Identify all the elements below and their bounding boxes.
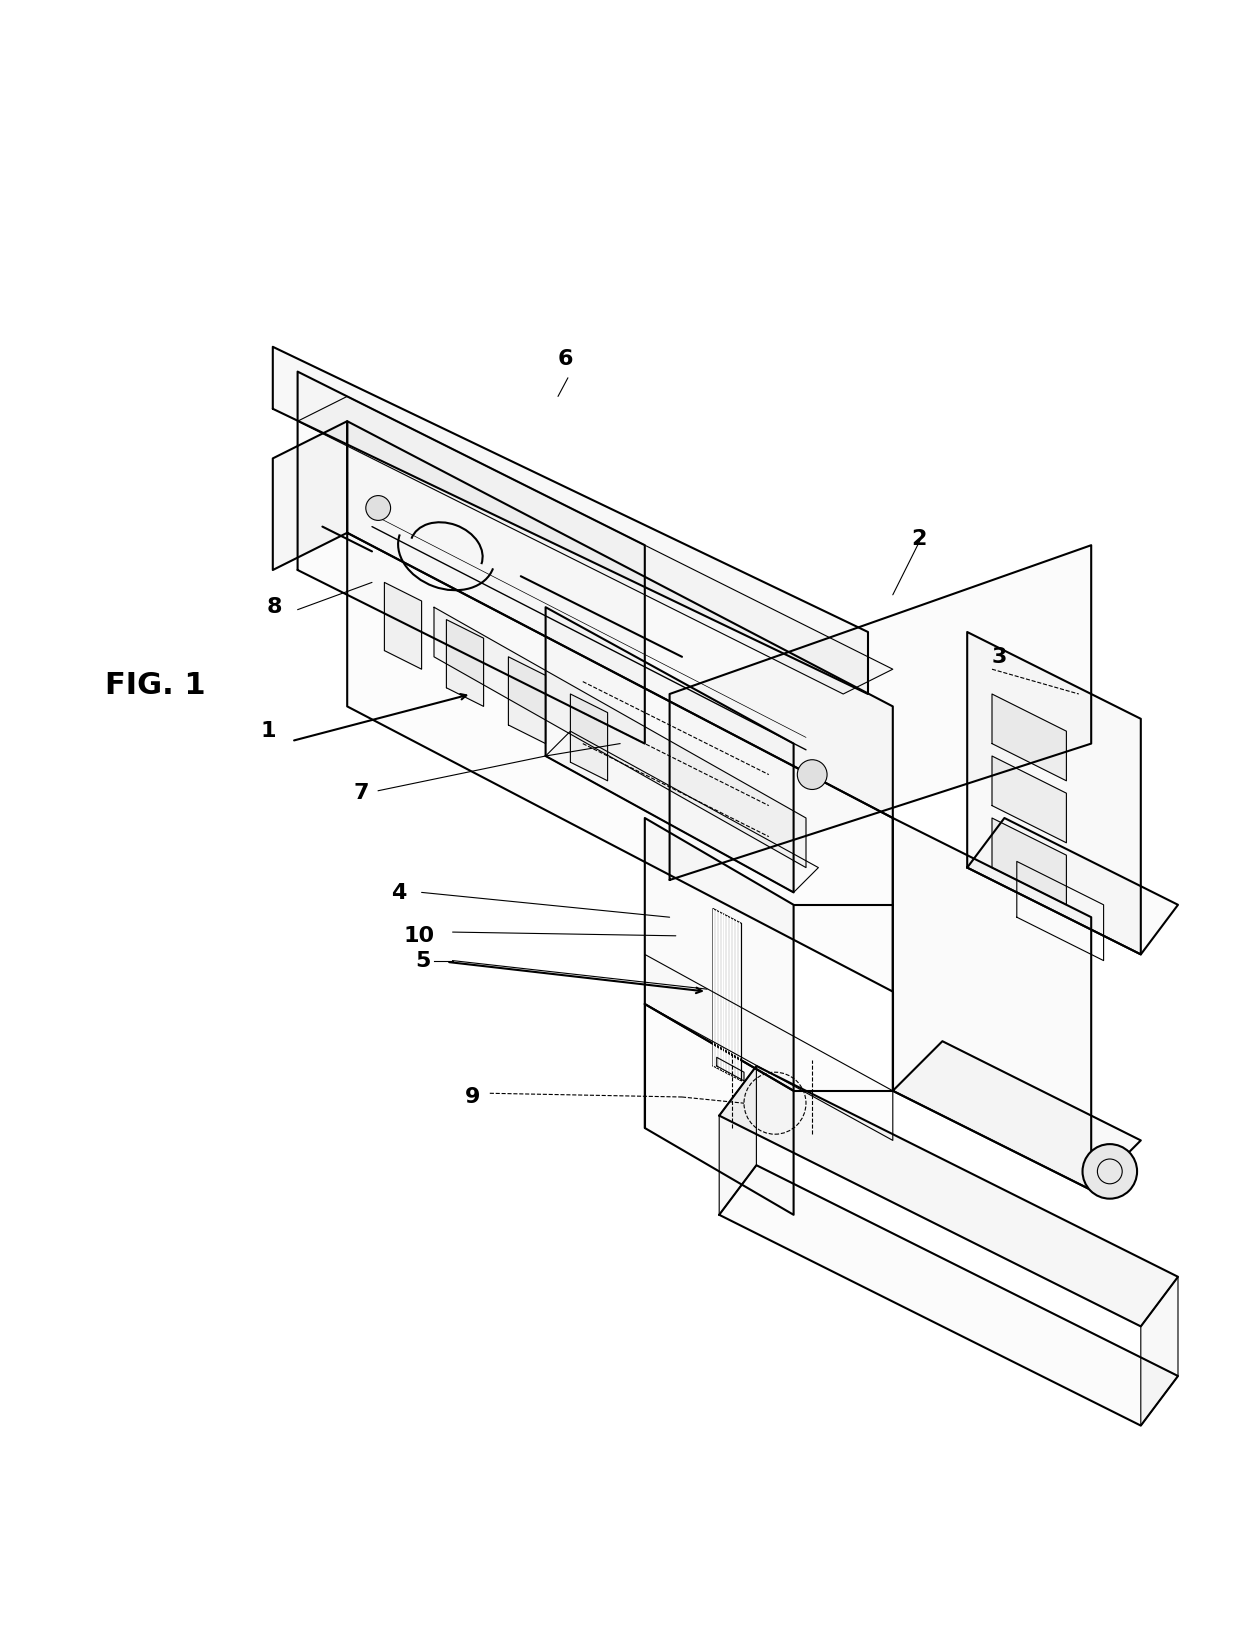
Text: 5: 5: [415, 951, 430, 970]
Polygon shape: [446, 620, 484, 707]
Polygon shape: [670, 545, 1091, 880]
Polygon shape: [1141, 1276, 1178, 1425]
Text: 1: 1: [260, 721, 275, 741]
Circle shape: [1083, 1144, 1137, 1199]
Polygon shape: [719, 1067, 756, 1216]
Polygon shape: [298, 371, 645, 744]
Text: 3: 3: [992, 646, 1007, 667]
Polygon shape: [992, 694, 1066, 780]
Polygon shape: [546, 607, 794, 892]
Polygon shape: [508, 656, 546, 744]
Polygon shape: [967, 818, 1178, 954]
Polygon shape: [273, 420, 347, 569]
Polygon shape: [546, 731, 818, 892]
Polygon shape: [713, 908, 742, 1081]
Polygon shape: [992, 756, 1066, 843]
Circle shape: [797, 759, 827, 790]
Polygon shape: [719, 1067, 1178, 1327]
Polygon shape: [347, 533, 893, 991]
Text: 4: 4: [391, 882, 405, 903]
Polygon shape: [893, 1040, 1141, 1189]
Text: 7: 7: [353, 784, 370, 803]
Text: 10: 10: [403, 926, 434, 946]
Polygon shape: [645, 954, 893, 1140]
Polygon shape: [893, 818, 1091, 1189]
Polygon shape: [570, 694, 608, 780]
Polygon shape: [298, 396, 893, 694]
Circle shape: [366, 496, 391, 520]
Text: 6: 6: [558, 350, 573, 370]
Text: 9: 9: [465, 1088, 480, 1108]
Text: 8: 8: [267, 597, 283, 617]
Polygon shape: [967, 631, 1141, 954]
Polygon shape: [719, 1165, 1178, 1425]
Polygon shape: [717, 1057, 744, 1081]
Polygon shape: [347, 420, 893, 818]
Polygon shape: [992, 818, 1066, 905]
Polygon shape: [645, 818, 794, 1091]
Text: 2: 2: [911, 528, 926, 550]
Polygon shape: [434, 607, 806, 867]
Polygon shape: [645, 1005, 794, 1216]
Polygon shape: [384, 582, 422, 669]
Text: FIG. 1: FIG. 1: [105, 671, 206, 700]
Polygon shape: [273, 347, 868, 694]
